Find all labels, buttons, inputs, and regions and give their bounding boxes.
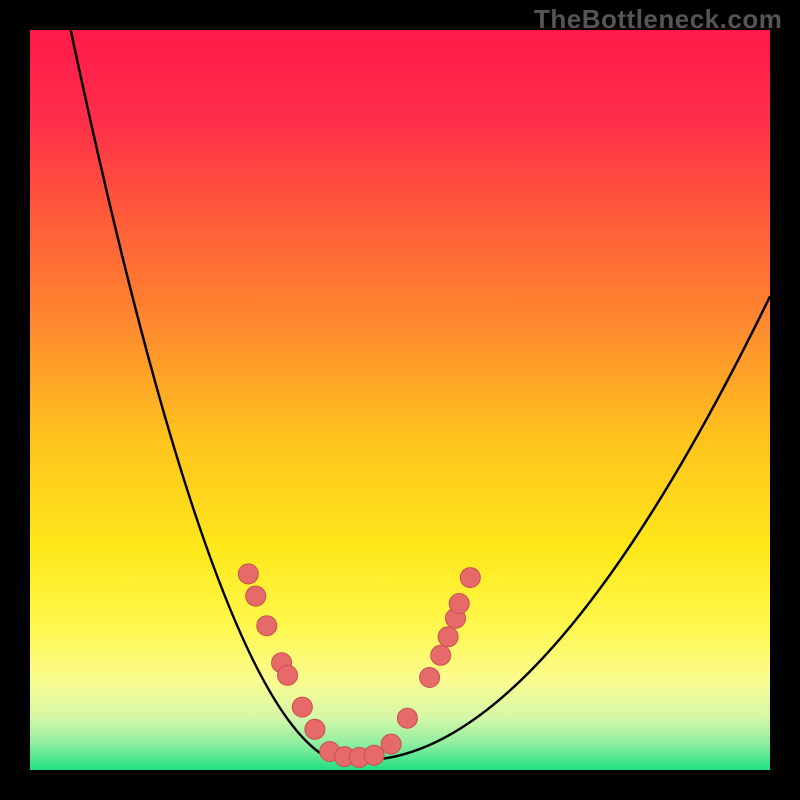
data-point <box>381 734 401 754</box>
data-point <box>257 616 277 636</box>
data-point <box>292 697 312 717</box>
data-point <box>246 586 266 606</box>
data-point <box>438 627 458 647</box>
data-point <box>278 665 298 685</box>
data-point <box>420 668 440 688</box>
data-point <box>460 568 480 588</box>
bottleneck-chart <box>30 30 770 770</box>
outer-frame <box>0 0 800 800</box>
data-point <box>431 645 451 665</box>
data-point <box>449 594 469 614</box>
data-point <box>397 708 417 728</box>
data-point <box>305 719 325 739</box>
data-point <box>364 745 384 765</box>
data-point <box>238 564 258 584</box>
watermark-text: TheBottleneck.com <box>534 4 782 35</box>
